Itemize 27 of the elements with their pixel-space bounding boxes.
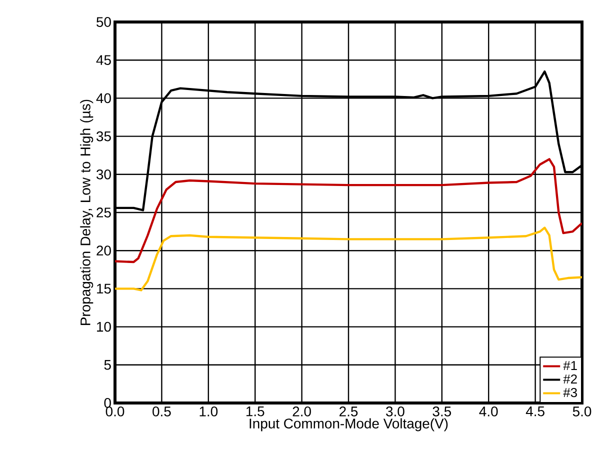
- y-tick-label: 50: [96, 17, 111, 27]
- legend-label: #1: [563, 361, 577, 370]
- y-tick-label: 0: [104, 398, 111, 408]
- y-tick-label: 30: [96, 169, 111, 180]
- y-tick-label: 45: [96, 55, 111, 65]
- legend-label: #3: [563, 388, 577, 398]
- x-tick-label: 1.0: [200, 406, 218, 416]
- x-tick-label: 3.5: [432, 406, 452, 416]
- y-tick-label: 15: [97, 284, 111, 294]
- x-tick-label: 0.5: [152, 406, 171, 416]
- y-axis-title: Propagation Delay, Low to High (µs): [80, 100, 94, 325]
- x-tick-label: 2.0: [292, 406, 311, 416]
- x-tick-label: 2.5: [340, 406, 358, 416]
- y-tick-label: 25: [96, 208, 111, 218]
- y-tick-label: 40: [96, 93, 111, 104]
- y-tick-label: 35: [96, 131, 111, 142]
- y-tick-label: 10: [97, 322, 111, 332]
- x-tick-label: 1.5: [246, 406, 264, 416]
- legend-label: #2: [563, 374, 577, 384]
- x-tick-label: 5.0: [572, 406, 592, 416]
- x-tick-label: 4.5: [526, 406, 544, 416]
- x-axis-title: Input Common-Mode Voltage(V): [250, 418, 448, 432]
- y-tick-label: 20: [96, 246, 111, 256]
- x-tick-label: 3.0: [386, 406, 404, 416]
- x-tick-label: 0.0: [106, 406, 124, 416]
- x-tick-label: 4.0: [479, 406, 498, 416]
- y-tick-label: 5: [104, 360, 111, 370]
